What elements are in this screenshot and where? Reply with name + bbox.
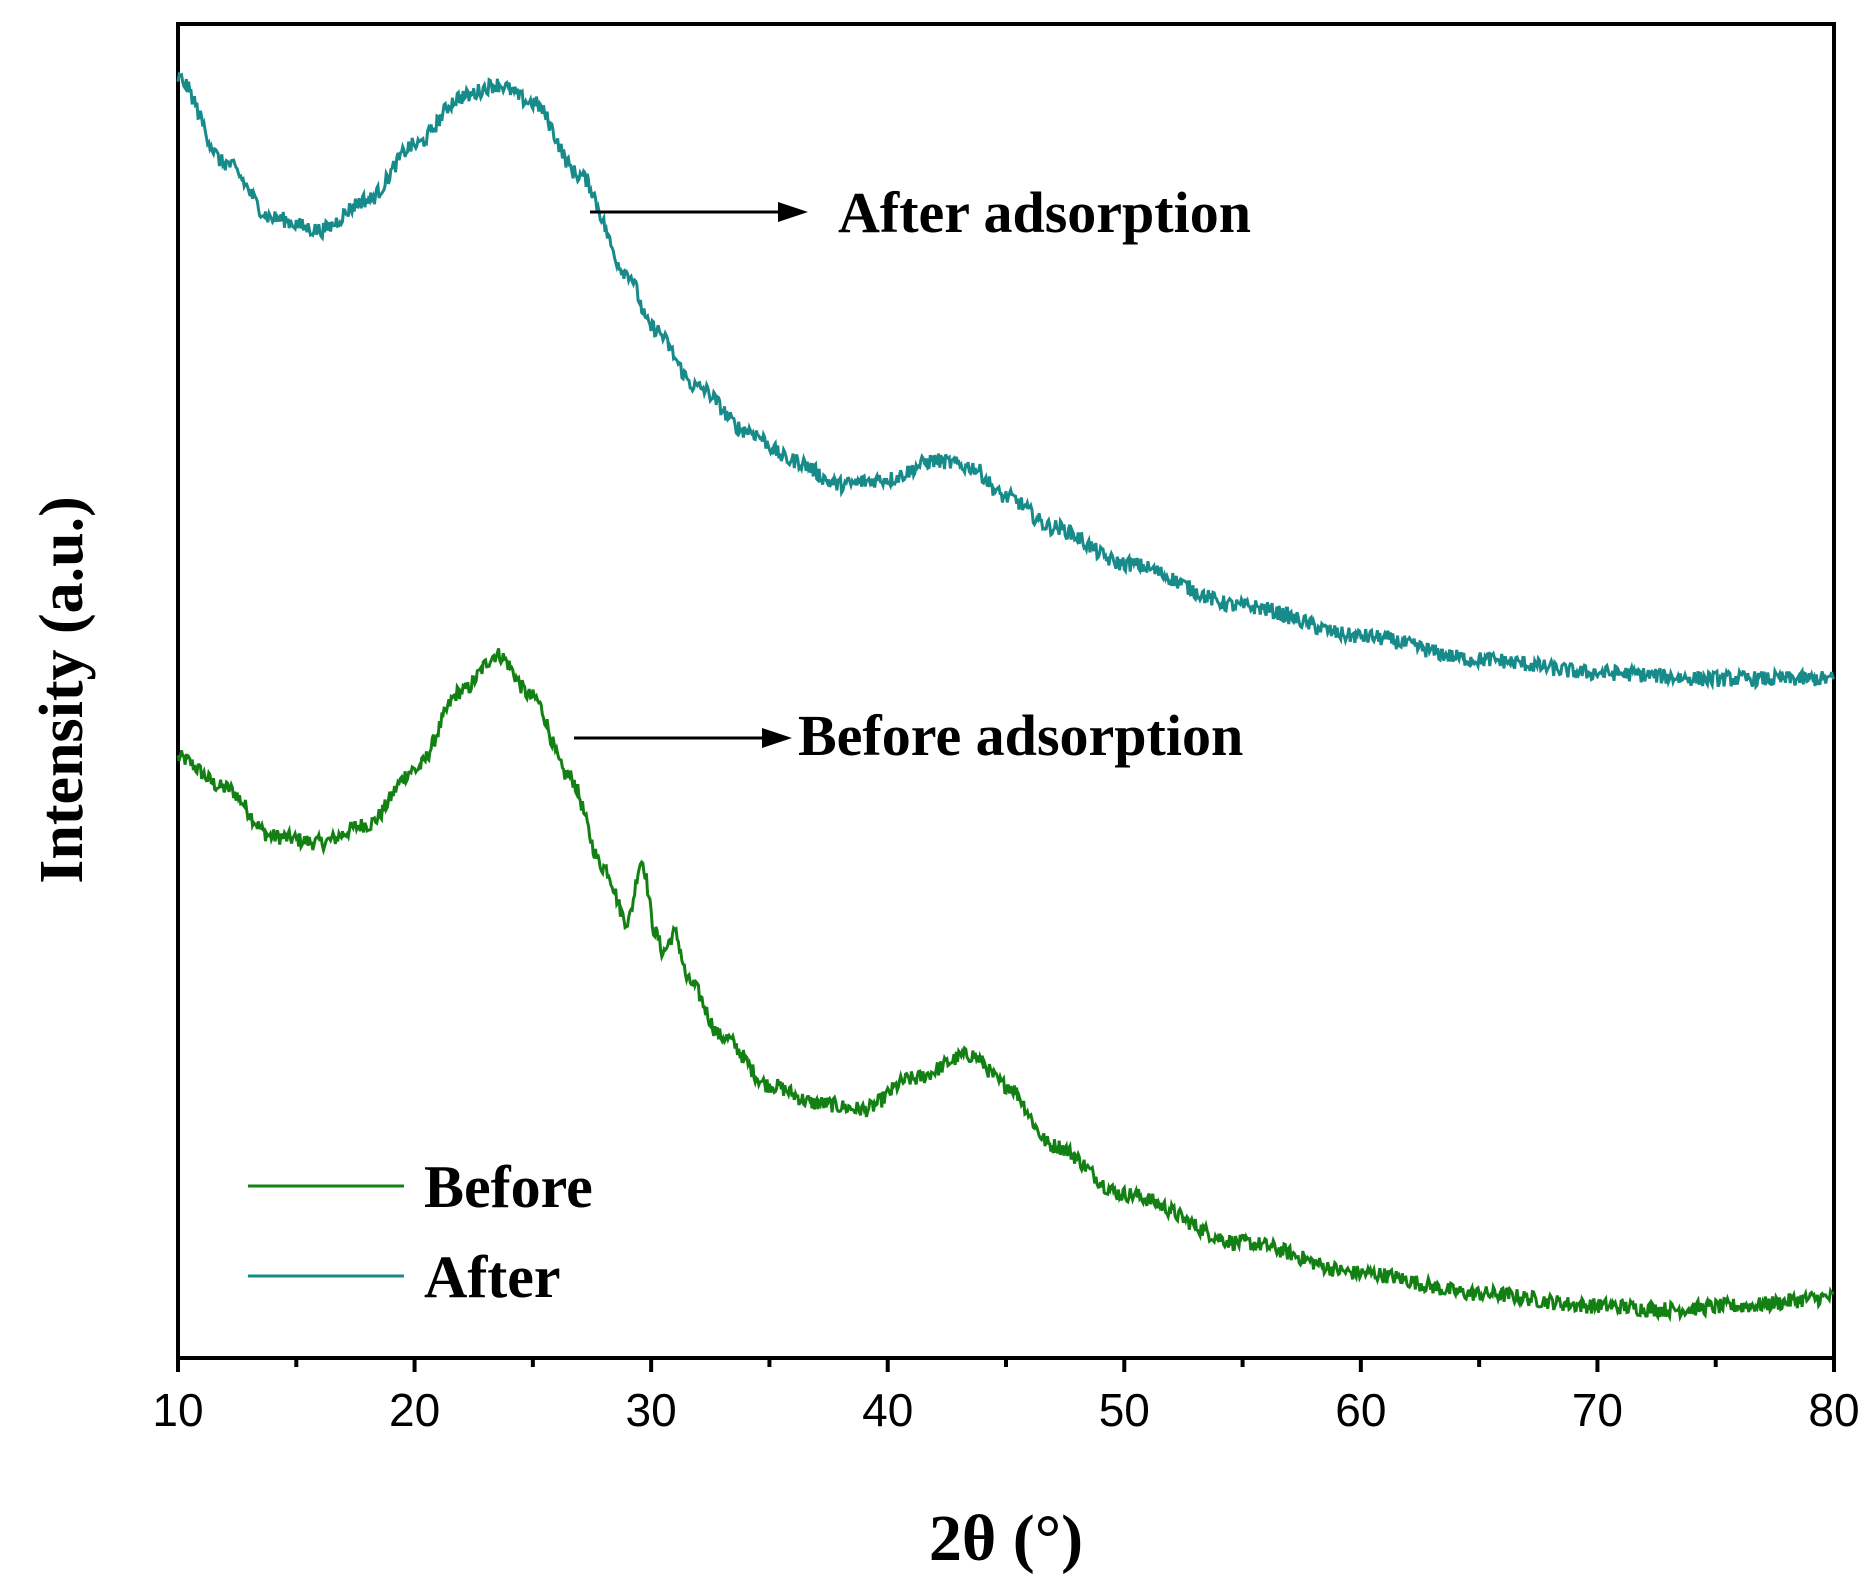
annotation-arrowhead-before <box>762 728 792 748</box>
x-tick-label: 80 <box>1808 1384 1859 1436</box>
series-line-after <box>176 71 1836 691</box>
x-axis-title: 2θ (°) <box>929 1502 1083 1575</box>
series-line-before <box>176 647 1835 1323</box>
legend-label-before: Before <box>424 1154 593 1220</box>
x-axis-tick-labels: 10 20 30 40 50 60 70 80 <box>152 1384 1859 1436</box>
annotation-after-adsorption: After adsorption <box>838 180 1251 245</box>
x-tick-label: 30 <box>626 1384 677 1436</box>
annotation-before-adsorption: Before adsorption <box>798 703 1243 768</box>
x-tick-label: 50 <box>1099 1384 1150 1436</box>
x-tick-label: 60 <box>1335 1384 1386 1436</box>
x-tick-label: 40 <box>862 1384 913 1436</box>
x-tick-label: 70 <box>1572 1384 1623 1436</box>
legend-label-after: After <box>424 1244 561 1310</box>
y-axis-title: Intensity (a.u.) <box>28 496 96 884</box>
x-tick-label: 10 <box>152 1384 203 1436</box>
annotation-arrowhead-after <box>778 202 808 222</box>
x-tick-label: 20 <box>389 1384 440 1436</box>
legend: Before After <box>248 1154 593 1310</box>
x-axis-ticks <box>176 1358 1836 1372</box>
